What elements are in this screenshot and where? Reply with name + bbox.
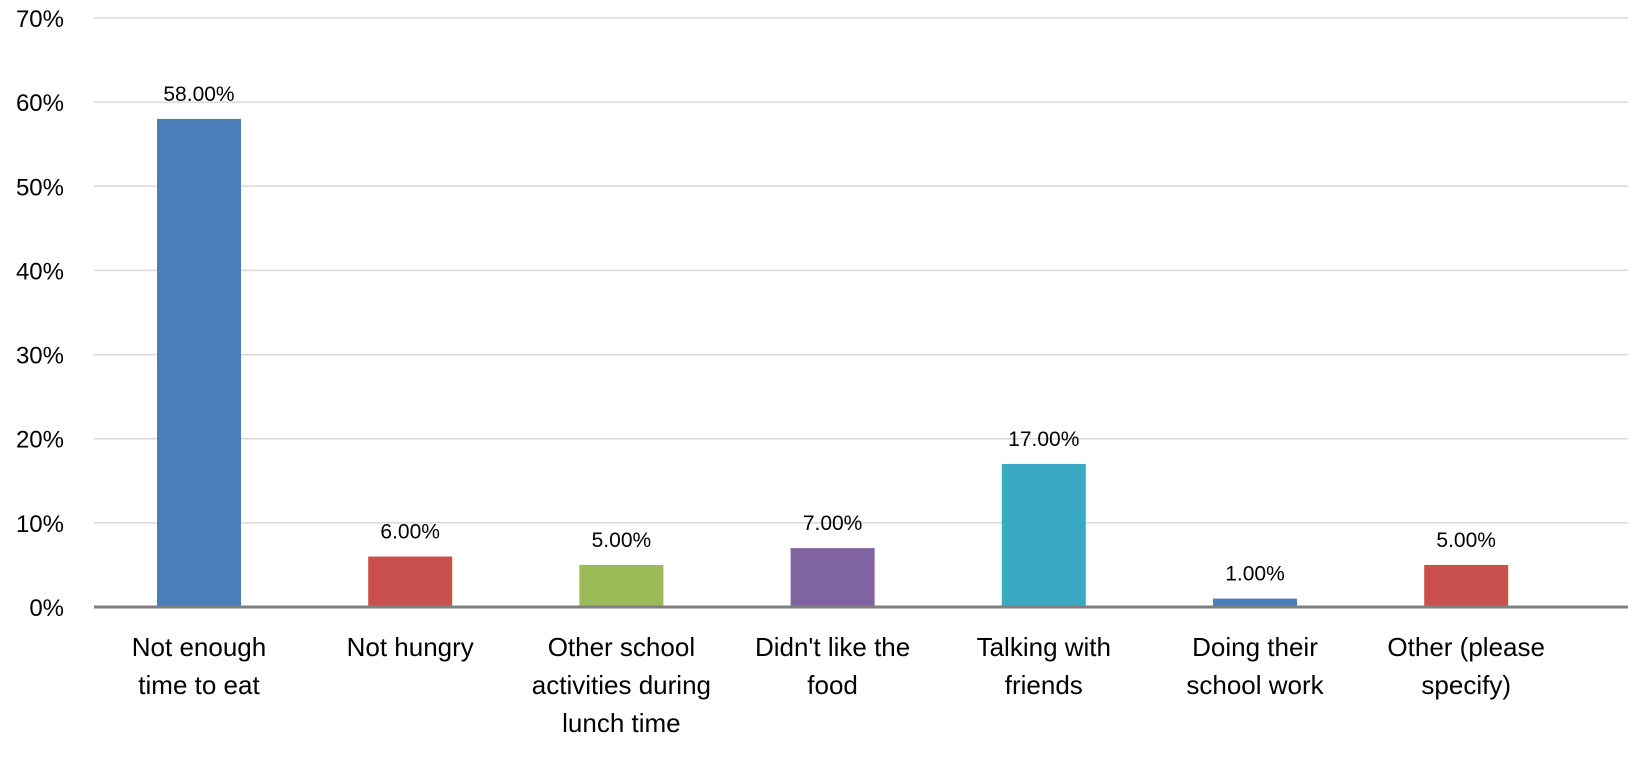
x-tick-label: Didn't like the food: [755, 632, 910, 700]
y-tick-label: 60%: [16, 90, 64, 117]
x-tick-label-line: Other (please: [1387, 632, 1545, 662]
y-tick-label: 10%: [16, 511, 64, 538]
x-tick-label-line: Not hungry: [347, 632, 474, 662]
y-tick-label: 40%: [16, 258, 64, 285]
y-axis-ticks: 0% 10% 20% 30% 40% 50% 60% 70%: [16, 6, 64, 622]
x-tick-label: Other (please specify): [1387, 632, 1545, 700]
x-tick-label-line: school work: [1186, 670, 1324, 700]
data-label: 5.00%: [592, 529, 652, 552]
x-tick-label-line: activities during: [532, 670, 711, 700]
gridlines: [94, 17, 1628, 524]
bar: [790, 548, 875, 607]
x-tick-label-line: Doing their: [1192, 632, 1318, 662]
data-label: 5.00%: [1436, 529, 1496, 552]
x-tick-label-line: friends: [1005, 670, 1083, 700]
bars: [157, 118, 1509, 607]
y-tick-label: 20%: [16, 427, 64, 454]
data-label: 7.00%: [803, 512, 863, 535]
x-tick-label: Doing their school work: [1186, 632, 1324, 700]
y-tick-label: 30%: [16, 343, 64, 370]
x-tick-label-line: Talking with: [977, 632, 1111, 662]
data-label: 1.00%: [1225, 563, 1285, 586]
data-labels: 58.00% 6.00% 5.00% 7.00% 17.00% 1.00% 5.00%: [163, 83, 1496, 586]
x-tick-label: Not enough time to eat: [132, 632, 266, 700]
y-tick-label: 0%: [29, 595, 64, 622]
data-label: 17.00%: [1008, 428, 1079, 451]
bar: [1424, 564, 1509, 607]
data-label: 6.00%: [380, 521, 440, 544]
x-tick-label-line: Not enough: [132, 632, 266, 662]
x-tick-label-line: food: [807, 670, 858, 700]
y-tick-label: 50%: [16, 174, 64, 201]
x-tick-label-line: Didn't like the: [755, 632, 910, 662]
bar: [368, 556, 453, 607]
x-tick-label: Other school activities during lunch time: [532, 632, 711, 738]
y-tick-label: 70%: [16, 6, 64, 33]
x-tick-label: Not hungry: [347, 632, 474, 662]
x-tick-label: Talking with friends: [977, 632, 1111, 700]
x-tick-label-line: specify): [1421, 670, 1511, 700]
x-tick-label-line: time to eat: [138, 670, 260, 700]
data-label: 58.00%: [163, 83, 234, 106]
bar: [1001, 463, 1086, 607]
x-tick-label-line: lunch time: [562, 708, 681, 738]
bar: [157, 118, 241, 607]
x-axis-ticks: Not enough time to eat Not hungry Other sch…: [132, 632, 1545, 738]
x-tick-label-line: Other school: [548, 632, 695, 662]
bar: [1213, 598, 1297, 607]
bar: [579, 564, 664, 607]
